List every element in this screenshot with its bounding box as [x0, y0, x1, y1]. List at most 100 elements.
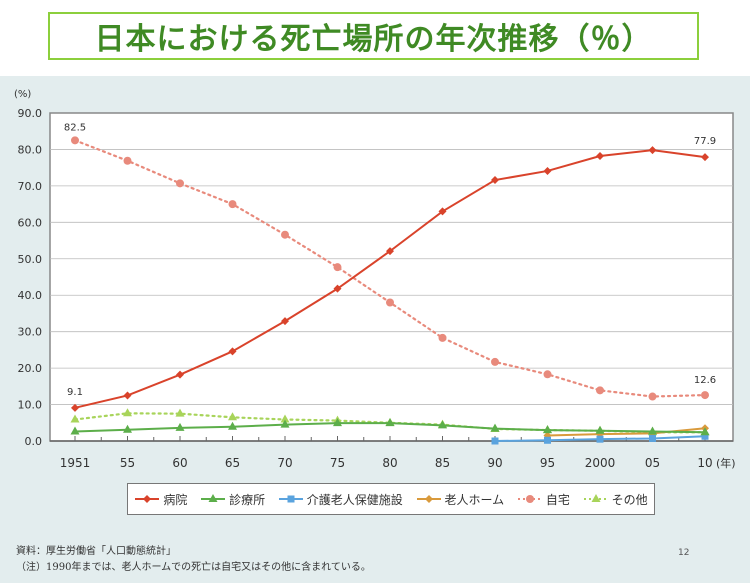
legend-label: 診療所 — [229, 492, 266, 507]
y-tick-label: 80.0 — [18, 143, 43, 156]
data-point — [491, 176, 499, 185]
x-tick-label: 60 — [172, 456, 187, 470]
data-point — [385, 418, 395, 427]
legend-item: 老人ホーム — [416, 491, 505, 508]
data-point — [491, 357, 499, 366]
legend-swatch — [278, 495, 303, 503]
data-point — [544, 436, 551, 444]
data-point — [386, 298, 394, 307]
source-note: 資料：厚生労働省「人口動態統計」 — [16, 546, 176, 557]
page-number: 12 — [678, 548, 690, 558]
y-tick-label: 40.0 — [18, 289, 43, 302]
footnote: （注）1990年までは、老人ホームでの死亡は自宅又はその他に含まれている。 — [16, 562, 371, 573]
data-point — [123, 391, 132, 400]
legend-item: 病院 — [134, 491, 187, 508]
y-tick-label: 70.0 — [18, 180, 43, 193]
x-tick-label: 65 — [225, 456, 240, 470]
x-axis-label: (年) — [716, 456, 736, 470]
title-box: 日本における死亡場所の年次推移（％） — [48, 12, 699, 60]
data-point — [596, 152, 604, 161]
data-point — [648, 392, 657, 401]
data-point — [543, 370, 552, 379]
data-point — [438, 333, 447, 342]
legend-item: その他 — [583, 491, 648, 508]
data-point — [71, 403, 79, 412]
data-point — [543, 166, 552, 175]
data-point — [595, 425, 605, 434]
data-point — [228, 200, 237, 209]
legend-item: 介護老人保健施設 — [278, 491, 403, 508]
data-label: 12.6 — [694, 375, 716, 386]
data-label: 77.9 — [694, 136, 716, 147]
x-tick-label: 2000 — [585, 456, 616, 470]
data-point — [438, 420, 447, 429]
legend-swatch — [517, 495, 542, 503]
data-point — [648, 146, 657, 155]
data-point — [123, 156, 132, 165]
legend-swatch — [416, 495, 441, 503]
page-title: 日本における死亡場所の年次推移（％） — [94, 22, 653, 57]
data-point — [281, 317, 289, 326]
data-point — [648, 426, 657, 435]
data-label: 9.1 — [67, 387, 83, 398]
x-tick-label: 10 — [697, 456, 712, 470]
data-point — [280, 414, 290, 423]
y-tick-label: 10.0 — [18, 399, 43, 412]
y-tick-label: 90.0 — [18, 107, 43, 120]
x-tick-label: 80 — [382, 456, 397, 470]
legend-swatch — [583, 494, 608, 502]
data-point — [438, 207, 447, 216]
x-tick-label: 1951 — [60, 456, 91, 470]
plot-area — [49, 112, 734, 442]
chart-legend: 病院 診療所 介護老人保健施設 老人ホーム 自宅 その他 — [127, 483, 655, 515]
legend-label: その他 — [611, 492, 648, 507]
data-point — [228, 412, 237, 421]
data-point — [70, 426, 80, 435]
legend-swatch — [135, 495, 160, 503]
x-tick-label: 95 — [540, 456, 555, 470]
y-tick-label: 50.0 — [18, 253, 43, 266]
legend-label: 自宅 — [545, 492, 570, 507]
data-point — [281, 230, 289, 239]
y-tick-label: 20.0 — [18, 362, 43, 375]
x-tick-label: 05 — [645, 456, 660, 470]
data-point — [280, 419, 290, 428]
x-tick-label: 55 — [120, 456, 135, 470]
y-axis-label: (%) — [14, 89, 31, 100]
data-point — [333, 284, 342, 293]
data-point — [333, 418, 342, 427]
data-point — [175, 422, 185, 431]
data-point — [176, 179, 184, 188]
legend-label: 介護老人保健施設 — [306, 492, 403, 507]
y-tick-label: 30.0 — [18, 326, 43, 339]
x-tick-label: 90 — [487, 456, 502, 470]
y-tick-label: 60.0 — [18, 216, 43, 229]
data-point — [176, 370, 184, 379]
x-tick-label: 85 — [435, 456, 450, 470]
series-line-3 — [546, 427, 706, 437]
data-point — [491, 437, 499, 445]
data-point — [386, 247, 394, 256]
data-label: 82.5 — [64, 122, 86, 133]
data-point — [70, 414, 80, 423]
legend-label: 老人ホーム — [444, 492, 505, 507]
y-tick-label: 0.0 — [25, 435, 43, 448]
data-point — [596, 435, 604, 443]
data-point — [596, 386, 604, 395]
legend-item: 自宅 — [517, 491, 570, 508]
data-point — [175, 408, 185, 417]
legend-label: 病院 — [163, 492, 188, 507]
data-point — [490, 423, 500, 432]
legend-item: 診療所 — [200, 491, 265, 508]
data-point — [701, 153, 709, 162]
data-point — [649, 434, 656, 442]
data-point — [700, 427, 710, 436]
data-point — [228, 421, 237, 430]
data-point — [701, 391, 709, 400]
data-point — [71, 136, 79, 145]
legend-swatch — [201, 494, 226, 502]
data-point — [123, 424, 132, 433]
data-point — [543, 425, 552, 434]
data-point — [333, 263, 342, 272]
